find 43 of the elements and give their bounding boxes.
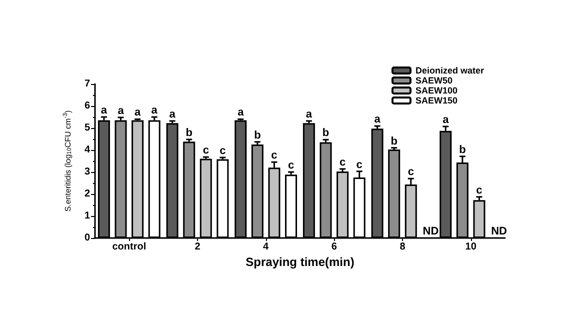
y-tick-label: 5 (84, 122, 90, 134)
x-tick-label: 8 (400, 242, 406, 252)
data-label: a (306, 108, 313, 120)
legend-label: SAEW150 (415, 96, 458, 106)
y-tick-label: 0 (84, 232, 90, 244)
data-label: c (340, 156, 346, 168)
data-label: a (374, 114, 382, 126)
data-label: b (186, 126, 193, 139)
y-tick-label: 6 (84, 100, 90, 112)
data-label: a (100, 104, 108, 116)
y-tick-label: 1 (84, 210, 90, 222)
y-tick-label: 7 (84, 78, 90, 90)
data-label: a (134, 106, 142, 119)
data-label: b (322, 127, 330, 140)
legend-label: Deionized water (415, 66, 484, 76)
legend-label: SAEW50 (415, 76, 452, 86)
y-tick-label: 4 (84, 144, 90, 156)
data-label: b (390, 135, 398, 148)
x-tick-label: 2 (194, 242, 201, 252)
data-label: b (459, 144, 466, 156)
data-label: c (271, 150, 278, 162)
data-label: a (238, 106, 245, 119)
legend-label: SAEW100 (415, 86, 458, 96)
x-tick-label: 4 (263, 242, 270, 252)
data-label: a (118, 104, 125, 117)
x-tick-label: control (112, 242, 146, 252)
data-label: c (288, 160, 294, 172)
data-label: c (220, 144, 226, 157)
data-label: a (442, 114, 450, 126)
data-label: c (356, 158, 362, 171)
x-axis-title: Spraying time(min) (246, 255, 354, 269)
data-label: c (408, 166, 414, 178)
y-tick-label: 2 (84, 188, 90, 200)
data-label: c (476, 184, 482, 196)
data-label: b (254, 129, 262, 142)
text: ND (422, 226, 439, 238)
text: ND (491, 226, 507, 238)
data-label: c (202, 144, 209, 157)
x-tick-label: 6 (331, 242, 338, 252)
x-tick-label: 10 (465, 242, 477, 252)
y-tick-label: 3 (84, 166, 90, 178)
data-label: a (151, 104, 158, 116)
data-label: a (169, 108, 176, 120)
